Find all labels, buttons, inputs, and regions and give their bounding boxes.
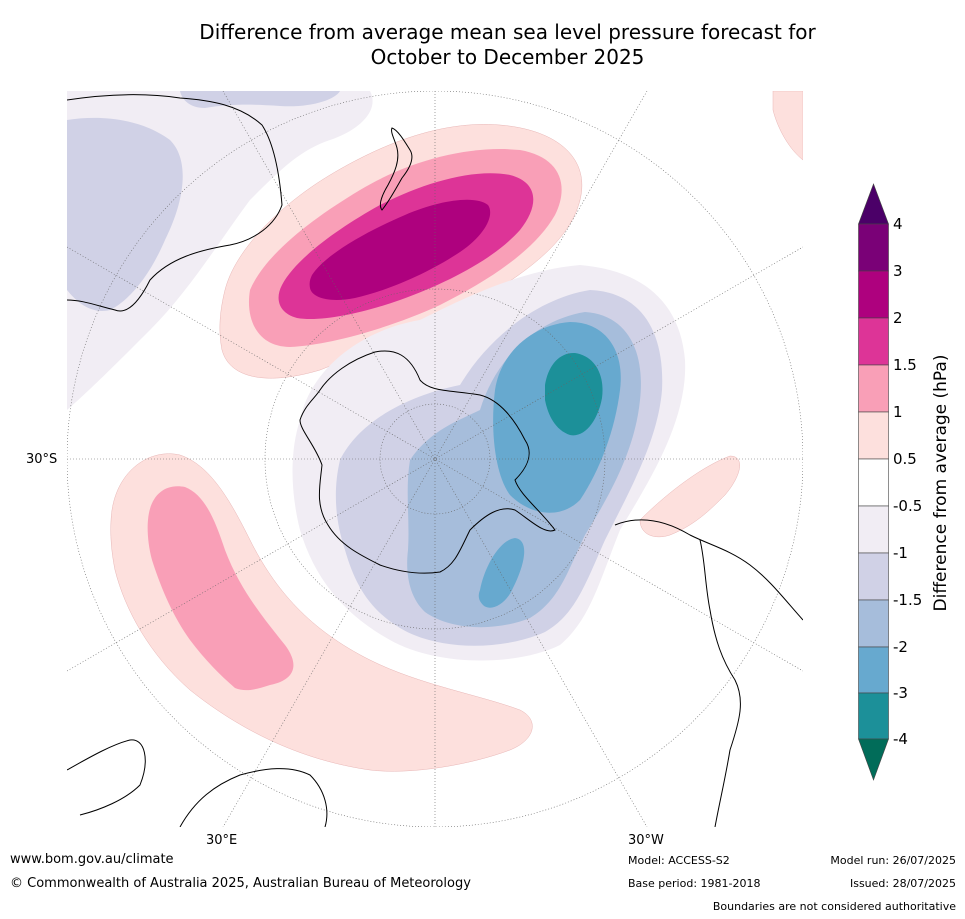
anomaly-region-nz-2 [309,199,491,300]
colorbar-band-2 [858,270,889,319]
colorbar-band-8 [858,552,889,601]
colorbar-tick: -1.5 [893,591,923,609]
africa-coast [67,739,328,827]
title-line-1: Difference from average mean sea level p… [199,20,816,44]
anomaly-region-atlantic-1 [147,486,294,691]
colorbar-tick: -3 [893,684,908,702]
colorbar [858,183,889,781]
anomaly-region-ne-corner [772,91,803,161]
colorbar-tick: -0.5 [893,497,923,515]
south-america-coast [614,519,803,827]
colorbar-band-11 [858,692,889,740]
model-run: Model run: 26/07/2025 [830,854,956,867]
colorbar-tick: 1 [893,403,903,421]
base-period: Base period: 1981-2018 [628,877,761,890]
disclaimer: Boundaries are not considered authoritat… [712,900,956,913]
map-title: Difference from average mean sea level p… [100,20,915,70]
colorbar-tick: -1 [893,544,908,562]
coastlines [67,94,803,827]
anomaly-region-south-america [639,455,740,538]
colorbar-band-1 [858,223,889,272]
label-30e: 30°E [206,833,238,848]
issued-date: Issued: 28/07/2025 [849,877,956,890]
anomaly-region-antarctic-neg3 [545,352,603,436]
colorbar-band-3 [858,317,889,366]
colorbar-band-10 [858,646,889,694]
colorbar-tick: -2 [893,638,908,656]
colorbar-tick: -4 [893,730,908,748]
colorbar-tick: 1.5 [893,356,917,374]
colorbar-band-7 [858,505,889,554]
colorbar-band-5 [858,411,889,460]
colorbar-title: Difference from average (hPa) [931,354,951,612]
colorbar-tick: 2 [893,309,903,327]
anomaly-region-neg-west [67,117,183,311]
australia-coast [67,94,283,312]
antarctica-coast [299,350,556,574]
colorbar-tick: 0.5 [893,450,917,468]
title-line-2: October to December 2025 [370,45,645,69]
colorbar-band-4 [858,364,889,413]
colorbar-band-6 [858,458,889,507]
nz-coast [379,127,413,211]
graticule [67,91,803,827]
colorbar-extend-bottom [858,738,889,781]
colorbar-band-9 [858,599,889,648]
anomaly-region-antarctic-neg2-sub [478,538,525,608]
colorbar-tick: 4 [893,215,903,233]
model-name: Model: ACCESS-S2 [628,854,730,867]
colorbar-tick: 3 [893,262,903,280]
label-30s: 30°S [26,452,58,467]
label-30w: 30°W [628,833,664,848]
copyright: © Commonwealth of Australia 2025, Austra… [10,876,471,891]
colorbar-extend-top [858,183,889,225]
website-link[interactable]: www.bom.gov.au/climate [10,852,174,867]
